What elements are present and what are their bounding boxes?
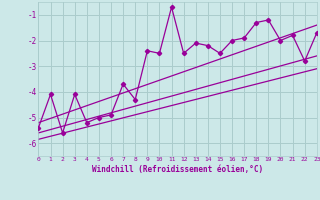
X-axis label: Windchill (Refroidissement éolien,°C): Windchill (Refroidissement éolien,°C) xyxy=(92,165,263,174)
